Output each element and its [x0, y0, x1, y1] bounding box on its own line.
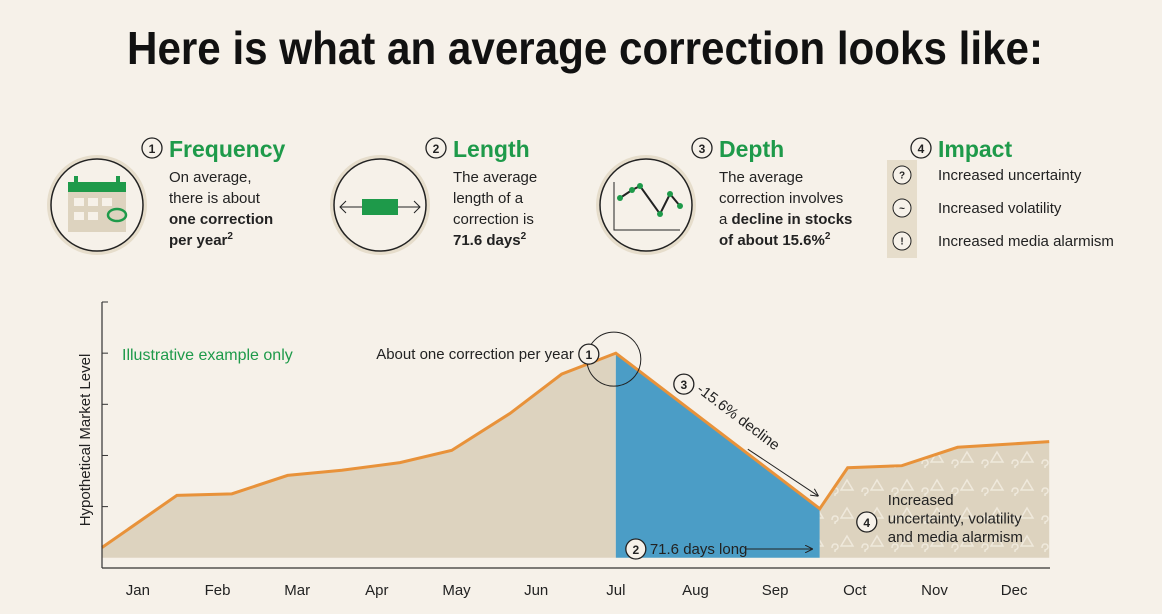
- text-span: 2: [227, 231, 233, 242]
- text-span: 71.6 days: [453, 232, 521, 249]
- x-tick-label: Mar: [284, 582, 310, 599]
- fact-title: Impact: [938, 136, 1012, 162]
- number: 3: [680, 378, 687, 392]
- number: 4: [918, 142, 925, 156]
- x-tick-label: Sep: [762, 582, 789, 599]
- text-span: On average,: [169, 169, 252, 186]
- number-circle: [673, 373, 695, 395]
- line: [101, 351, 1050, 549]
- number-circle: [141, 137, 163, 159]
- impact-icon-symbol: ?: [899, 171, 905, 182]
- fact-line: 71.6 days2: [453, 231, 527, 249]
- fact-line: On average,: [169, 169, 252, 186]
- number: 1: [585, 348, 592, 362]
- text-span: length of a: [453, 190, 524, 207]
- impact-label: and media alarmism: [888, 529, 1023, 546]
- title: Here is what an average correction looks…: [127, 22, 1043, 74]
- fact-line: The average: [453, 169, 537, 186]
- fact-title: Frequency: [169, 136, 286, 162]
- x-tick-label: Feb: [205, 582, 231, 599]
- facts: 1 Frequency On average, there is about one c…: [141, 136, 1114, 251]
- fact-line: there is about: [169, 190, 261, 207]
- stock-icon: [596, 155, 696, 255]
- impact-icon: [892, 231, 912, 251]
- text-span: a: [719, 211, 732, 228]
- fact-line: of about 15.6%2: [719, 231, 831, 249]
- x-tick-label: May: [442, 582, 471, 599]
- aftermath-area: [819, 441, 1050, 558]
- note: Illustrative example only: [122, 347, 293, 364]
- x-tick-label: Jul: [606, 582, 625, 599]
- x-tick-label: Jan: [126, 582, 150, 599]
- impact-icon: [892, 165, 912, 185]
- text-span: 2: [825, 231, 831, 242]
- fact-line: The average: [719, 169, 803, 186]
- impact-icon-symbol: ~: [899, 204, 905, 215]
- number-circle: [691, 137, 713, 159]
- x-tick-label: Nov: [921, 582, 948, 599]
- fact-line: per year2: [169, 231, 233, 249]
- text-span: The average: [453, 169, 537, 186]
- number: 2: [433, 142, 440, 156]
- impact-item: Increased volatility: [938, 200, 1062, 217]
- fact-line: correction involves: [719, 190, 843, 207]
- fact-title: Length: [453, 136, 530, 162]
- number-circle: [625, 538, 647, 560]
- number: 4: [863, 516, 870, 530]
- text-span: decline in stocks: [732, 211, 853, 228]
- number: 3: [699, 142, 706, 156]
- y-axis-label: Hypothetical Market Level: [77, 354, 94, 527]
- ruler-icon: [330, 155, 430, 255]
- correction-area: [615, 353, 820, 558]
- x-tick-label: Oct: [843, 582, 867, 599]
- x-tick-label: Apr: [365, 582, 388, 599]
- fact-line: a decline in stocks: [719, 211, 852, 228]
- text-span: correction is: [453, 211, 534, 228]
- fact-line: length of a: [453, 190, 524, 207]
- calendar-icon: [47, 155, 147, 255]
- impact-label: Increased: [888, 492, 954, 509]
- decline-arrow: [747, 448, 818, 496]
- text-span: The average: [719, 169, 803, 186]
- text-span: one correction: [169, 211, 273, 228]
- text-span: of about 15.6%: [719, 232, 825, 249]
- impact-icon-symbol: !: [900, 237, 903, 248]
- text-span: 2: [521, 231, 527, 242]
- impact-icon: [892, 198, 912, 218]
- x-tick-label: Aug: [682, 582, 709, 599]
- fact-line: correction is: [453, 211, 534, 228]
- x-tick-label: Jun: [524, 582, 548, 599]
- length-label: 71.6 days long: [650, 541, 748, 558]
- number: 1: [149, 142, 156, 156]
- number-circle: [578, 343, 600, 365]
- area: [102, 353, 616, 558]
- impact-item: Increased media alarmism: [938, 233, 1114, 250]
- x-tick-label: Dec: [1001, 582, 1028, 599]
- text-span: per year: [169, 232, 228, 249]
- number-circle: [856, 511, 878, 533]
- peak-label: About one correction per year: [376, 346, 574, 363]
- number: 2: [632, 543, 639, 557]
- text-span: there is about: [169, 190, 261, 207]
- fact-line: one correction: [169, 211, 273, 228]
- impact-item: Increased uncertainty: [938, 167, 1082, 184]
- fact-title: Depth: [719, 136, 784, 162]
- chart: Jan Feb Mar Apr May Jun Jul Aug Sep Oct Nov Dec Hypo…: [77, 301, 1050, 599]
- impact-label: uncertainty, volatility: [888, 511, 1022, 528]
- number-circle: [425, 137, 447, 159]
- number-circle: [910, 137, 932, 159]
- text-span: correction involves: [719, 190, 843, 207]
